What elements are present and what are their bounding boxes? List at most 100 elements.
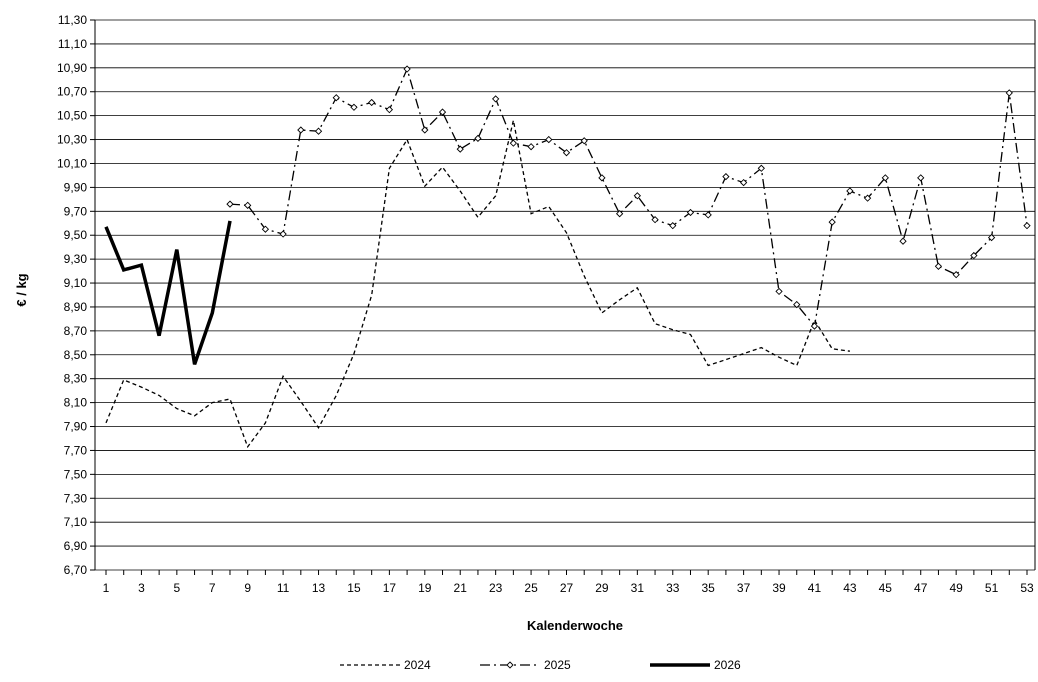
y-tick-label: 9,10 [64,276,88,290]
series-line-2025 [229,67,1028,328]
data-point-2025 [332,94,340,102]
data-point-2025 [297,126,305,134]
data-point-2025 [562,149,571,157]
y-tick-label: 8,90 [64,300,88,314]
x-tick-label: 51 [985,581,999,595]
y-tick-label: 7,70 [64,443,88,457]
y-tick-label: 7,30 [64,491,88,505]
y-tick-label: 9,70 [64,204,88,218]
data-point-2025 [527,143,535,151]
legend-marker-2025 [506,661,514,669]
data-point-2025 [828,218,836,226]
data-point-2025 [739,178,748,187]
data-point-2025 [438,108,447,116]
x-tick-label: 21 [454,581,468,595]
data-point-2025 [846,187,854,195]
x-tick-label: 41 [808,581,822,595]
x-tick-label: 33 [666,581,680,595]
data-point-2025 [917,174,925,182]
data-point-2025 [722,172,730,181]
data-point-2025 [686,208,695,217]
y-tick-label: 9,50 [64,228,88,242]
data-point-2025 [368,98,376,107]
x-tick-label: 17 [383,581,397,595]
data-point-2025 [244,201,252,209]
data-point-2025 [810,322,819,330]
x-axis-ticks: 1 3 5 7 9 11 13 15 17 19 21 23 25 27 29 31 33 35 37 39 41 43 4… [103,570,1034,595]
y-tick-label: 7,50 [64,467,88,481]
legend: 2024 2025 2026 [340,658,741,672]
y-axis-ticks: 6,70 6,90 7,10 7,30 7,50 7,70 7,90 8,10 8,30 8,50… [57,13,95,577]
data-point-2025 [1023,222,1031,230]
x-tick-label: 1 [103,581,110,595]
x-tick-label: 47 [914,581,928,595]
data-point-2025 [934,262,943,270]
y-tick-label: 7,90 [64,420,88,434]
y-tick-label: 8,10 [64,396,88,410]
data-point-2025 [899,237,907,245]
data-point-2025 [509,139,518,147]
y-tick-label: 10,10 [57,156,87,170]
x-tick-label: 31 [631,581,645,595]
y-axis-title: € / kg [14,273,29,306]
y-tick-label: 10,50 [57,109,87,123]
plot-frame [94,20,1036,570]
data-point-2025 [350,103,358,111]
data-point-2025 [474,134,482,143]
data-point-2025 [385,106,394,114]
x-tick-label: 3 [138,581,145,595]
data-point-2025 [492,95,500,103]
legend-label-2025: 2025 [544,658,571,672]
x-tick-label: 35 [702,581,716,595]
data-point-2025 [1005,89,1013,97]
data-point-2025 [793,300,801,309]
x-tick-label: 23 [489,581,503,595]
x-tick-label: 9 [244,581,251,595]
data-point-2025 [757,164,765,172]
grid-lines [95,19,1035,571]
y-tick-label: 8,30 [64,372,88,386]
data-point-2025 [970,251,978,260]
data-point-2025 [279,230,287,238]
data-point-2025 [615,210,624,218]
data-point-2025 [421,126,429,134]
data-point-2025 [545,135,553,144]
x-axis-title: Kalenderwoche [527,618,623,633]
y-tick-label: 6,70 [64,563,88,577]
data-point-2025 [403,65,411,73]
series-lines [104,65,1031,449]
y-tick-label: 10,70 [57,85,87,99]
data-point-2025 [704,211,712,219]
x-tick-label: 43 [843,581,857,595]
data-point-2025 [775,287,783,296]
data-point-2025 [261,225,270,233]
y-tick-label: 11,30 [58,13,87,27]
x-tick-label: 15 [347,581,361,595]
y-tick-label: 7,10 [64,515,88,529]
x-tick-label: 45 [879,581,893,595]
x-tick-label: 11 [277,581,290,595]
x-tick-label: 49 [949,581,963,595]
data-point-2025 [651,216,659,224]
data-point-2025 [669,222,677,230]
x-tick-label: 53 [1020,581,1034,595]
x-tick-label: 25 [524,581,538,595]
legend-label-2024: 2024 [404,658,431,672]
y-tick-label: 10,90 [57,61,87,75]
y-tick-label: 9,90 [64,180,88,194]
data-point-2025 [881,174,889,182]
x-tick-label: 7 [209,581,216,595]
data-point-2025 [987,233,996,242]
y-tick-label: 8,50 [64,348,88,362]
x-tick-label: 39 [772,581,786,595]
x-tick-label: 5 [174,581,181,595]
legend-label-2026: 2026 [714,658,741,672]
data-point-2025 [863,194,872,202]
y-tick-label: 6,90 [64,539,88,553]
data-point-2025 [952,271,960,279]
data-point-2025 [633,192,641,200]
x-tick-label: 13 [312,581,326,595]
data-point-2025 [226,200,234,208]
y-tick-label: 9,30 [64,252,88,266]
